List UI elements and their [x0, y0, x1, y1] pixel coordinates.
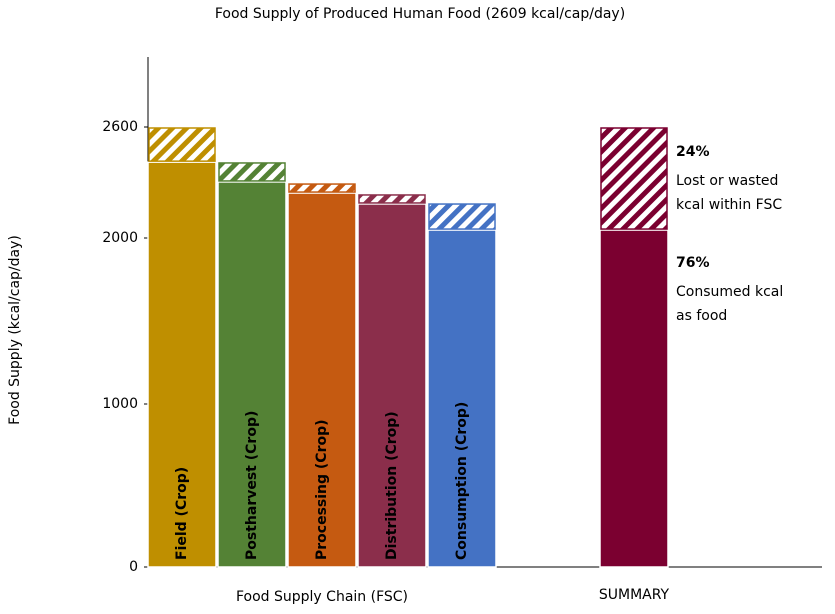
bar-segment-hatched	[600, 127, 668, 230]
bar-label: Processing (Crop)	[314, 419, 330, 560]
annotation-text: kcal within FSC	[676, 197, 782, 213]
bar-segment	[147, 161, 217, 568]
annotation-text: as food	[676, 308, 727, 324]
group-label: Food Supply Chain (FSC)	[236, 589, 408, 605]
annotation-percent: 24%	[676, 144, 710, 160]
bar-label: Field (Crop)	[174, 467, 190, 560]
chart-title: Food Supply of Produced Human Food (2609…	[215, 6, 625, 22]
bar-segment-hatched	[428, 203, 496, 230]
y-tick-label: 2000	[102, 230, 138, 246]
y-tick-label: 0	[129, 559, 138, 575]
annotation-text: Consumed kcal	[676, 284, 783, 300]
bar-segment	[357, 203, 427, 568]
bar-segment	[217, 181, 287, 568]
bar-segment-hatched	[288, 183, 356, 193]
bar-segment	[287, 192, 357, 568]
annotation-text: Lost or wasted	[676, 173, 778, 189]
bar-label: Postharvest (Crop)	[244, 411, 260, 560]
bar-segment-hatched	[218, 162, 286, 182]
bar-segment	[599, 229, 669, 568]
bar-segment	[427, 229, 497, 568]
y-tick-label: 1000	[102, 396, 138, 412]
y-axis-label: Food Supply (kcal/cap/day)	[7, 235, 23, 425]
bar-label: Distribution (Crop)	[384, 411, 400, 560]
bar-segment-hatched	[358, 194, 426, 204]
y-tick-label: 2600	[102, 119, 138, 135]
bar-segment-hatched	[148, 127, 216, 162]
bar-label: Consumption (Crop)	[454, 402, 470, 560]
annotation-percent: 76%	[676, 255, 710, 271]
group-label: SUMMARY	[599, 587, 670, 603]
